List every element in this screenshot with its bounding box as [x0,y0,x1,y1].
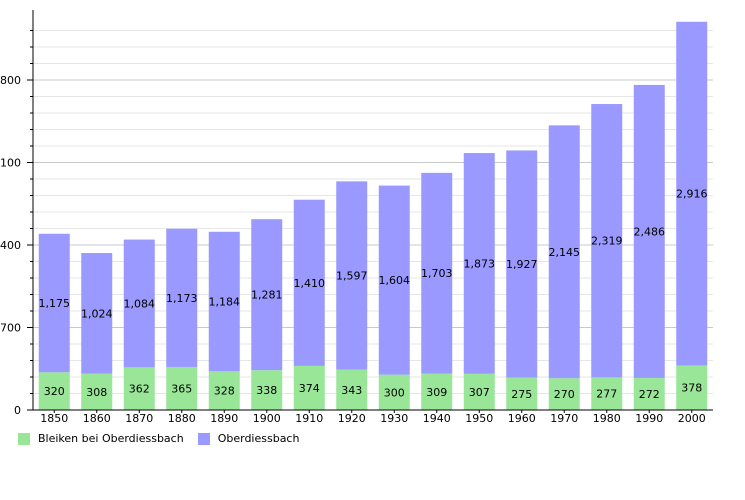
x-tick-label: 1920 [338,412,366,425]
bar-bleiken [293,365,325,410]
data-label: 2,916 [676,188,708,201]
legend-swatch-bleiken [18,432,30,445]
data-label: 328 [214,385,235,398]
bar-bleiken [506,377,538,410]
tick-labels: 1850 1860 1870 1880 1890 1900 1910 1920 1930 1940… [0,74,706,425]
bar-bleiken [208,371,240,410]
data-label: 270 [554,388,575,401]
bar-bleiken [336,369,368,410]
data-label: 1,873 [464,257,496,270]
data-label: 362 [129,383,150,396]
bar-oberdiessbach [336,181,368,370]
y-tick-label: 1400 [0,239,21,252]
bar-oberdiessbach [208,231,240,372]
data-label: 272 [639,388,660,401]
data-label: 1,604 [379,274,411,287]
legend-label-bleiken: Bleiken bei Oberdiessbach [38,432,184,445]
data-label: 1,024 [81,307,113,320]
data-label: 320 [44,385,65,398]
data-label: 307 [469,386,490,399]
x-tick-label: 2000 [678,412,706,425]
y-tick-label: 2800 [0,74,21,87]
bar-bleiken [633,377,665,410]
bar-oberdiessbach [166,228,198,367]
bar-oberdiessbach [506,150,538,378]
x-tick-label: 1860 [83,412,111,425]
bar-oberdiessbach [378,185,410,375]
data-label: 1,281 [251,289,283,302]
x-tick-label: 1950 [465,412,493,425]
x-tick-label: 1850 [40,412,68,425]
legend-label-oberdiessbach: Oberdiessbach [217,432,300,445]
bar-oberdiessbach [463,153,495,374]
data-label: 338 [256,384,277,397]
data-label: 1,927 [506,258,538,271]
y-tick-label: 700 [0,321,21,334]
bar-bleiken [81,373,113,410]
data-label: 1,175 [39,297,71,310]
x-tick-label: 1930 [380,412,408,425]
data-label: 1,084 [124,297,156,310]
bar-bleiken [166,366,198,410]
bar-bleiken [548,378,580,410]
data-label: 365 [171,382,192,395]
data-label: 277 [596,388,617,401]
bar-oberdiessbach [293,199,325,366]
data-label: 2,145 [549,246,581,259]
bar-bleiken [676,365,708,410]
data-label: 378 [681,382,702,395]
bar-oberdiessbach [633,84,665,378]
bar-oberdiessbach [38,233,70,373]
data-label: 374 [299,382,320,395]
x-tick-label: 1970 [550,412,578,425]
bar-oberdiessbach [421,172,453,374]
data-label: 2,319 [591,235,623,248]
x-tick-label: 1910 [295,412,323,425]
x-tick-label: 1960 [508,412,536,425]
x-tick-label: 1990 [635,412,663,425]
bar-oberdiessbach [251,219,283,371]
data-label: 2,486 [634,225,666,238]
x-tick-label: 1980 [593,412,621,425]
data-label: 308 [86,386,107,399]
legend: Bleiken bei Oberdiessbach Oberdiessbach [18,432,313,445]
bar-oberdiessbach [548,125,580,379]
x-tick-label: 1900 [253,412,281,425]
data-label: 1,173 [166,292,198,305]
legend-item-oberdiessbach: Oberdiessbach [197,432,300,445]
bar-bleiken [251,370,283,410]
legend-swatch-oberdiessbach [197,432,210,445]
bar-oberdiessbach [123,239,155,368]
data-label: 1,184 [209,296,241,309]
data-label: 300 [384,386,405,399]
legend-item-bleiken: Bleiken bei Oberdiessbach [18,432,184,445]
data-label: 1,703 [421,267,453,280]
data-label: 1,410 [294,277,326,290]
y-tick-label: 0 [14,404,21,417]
bar-bleiken [421,373,453,410]
bar-oberdiessbach [81,253,113,374]
data-label: 275 [511,388,532,401]
bar-bleiken [463,373,495,410]
bars: 320 1,175 308 1,024 362 1,084 365 1,173 328 1,184… [38,21,708,410]
bar-oberdiessbach [676,21,708,366]
bar-oberdiessbach [591,104,623,378]
bar-bleiken [38,372,70,410]
x-tick-label: 1890 [210,412,238,425]
data-label: 343 [341,384,362,397]
bar-bleiken [378,374,410,410]
axes [27,10,713,413]
x-tick-label: 1880 [168,412,196,425]
x-tick-label: 1940 [423,412,451,425]
data-label: 309 [426,386,447,399]
y-tick-label: 2100 [0,156,21,169]
data-label: 1,597 [336,269,368,282]
x-tick-label: 1870 [125,412,153,425]
bar-bleiken [123,367,155,410]
bar-bleiken [591,377,623,410]
